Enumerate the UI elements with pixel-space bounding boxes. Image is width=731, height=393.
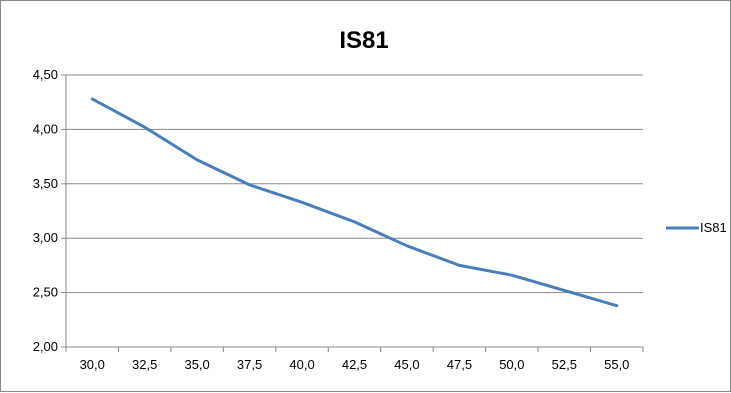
x-tick-label: 52,5 (552, 357, 577, 372)
x-tick-label: 32,5 (132, 357, 157, 372)
x-tick-label: 55,0 (604, 357, 629, 372)
y-tick-label: 2,00 (33, 339, 58, 354)
y-tick-label: 4,00 (33, 121, 58, 136)
x-tick-label: 40,0 (289, 357, 314, 372)
x-tick-label: 35,0 (184, 357, 209, 372)
x-tick-label: 37,5 (237, 357, 262, 372)
legend-label: IS81 (700, 220, 727, 235)
legend: IS81 (666, 220, 727, 235)
x-tick-label: 47,5 (447, 357, 472, 372)
axes: 2,00 2,50 3,00 3,50 4,00 4,50 30,0 32,5 35,0 37,5… (33, 67, 644, 372)
x-tick-label: 45,0 (394, 357, 419, 372)
y-tick-label: 3,50 (33, 176, 58, 191)
y-tick-label: 3,00 (33, 230, 58, 245)
series-layer (90, 97, 619, 308)
x-tick-label: 30,0 (80, 357, 105, 372)
gridlines (66, 74, 643, 294)
y-tick-label: 4,50 (33, 67, 58, 82)
x-tick-label: 42,5 (342, 357, 367, 372)
chart-title: IS81 (339, 27, 388, 54)
series-line (90, 97, 619, 308)
x-tick-label: 50,0 (499, 357, 524, 372)
y-tick-label: 2,50 (33, 285, 58, 300)
